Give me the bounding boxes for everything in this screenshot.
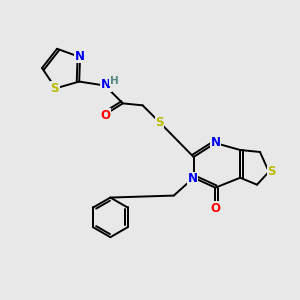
Text: S: S <box>268 165 276 178</box>
Text: N: N <box>188 172 198 185</box>
Text: S: S <box>155 116 164 129</box>
Text: N: N <box>210 136 220 148</box>
Text: O: O <box>210 202 220 215</box>
Text: H: H <box>110 76 118 85</box>
Text: O: O <box>100 109 110 122</box>
Text: S: S <box>50 82 59 95</box>
Text: N: N <box>75 50 85 63</box>
Text: N: N <box>101 78 111 91</box>
